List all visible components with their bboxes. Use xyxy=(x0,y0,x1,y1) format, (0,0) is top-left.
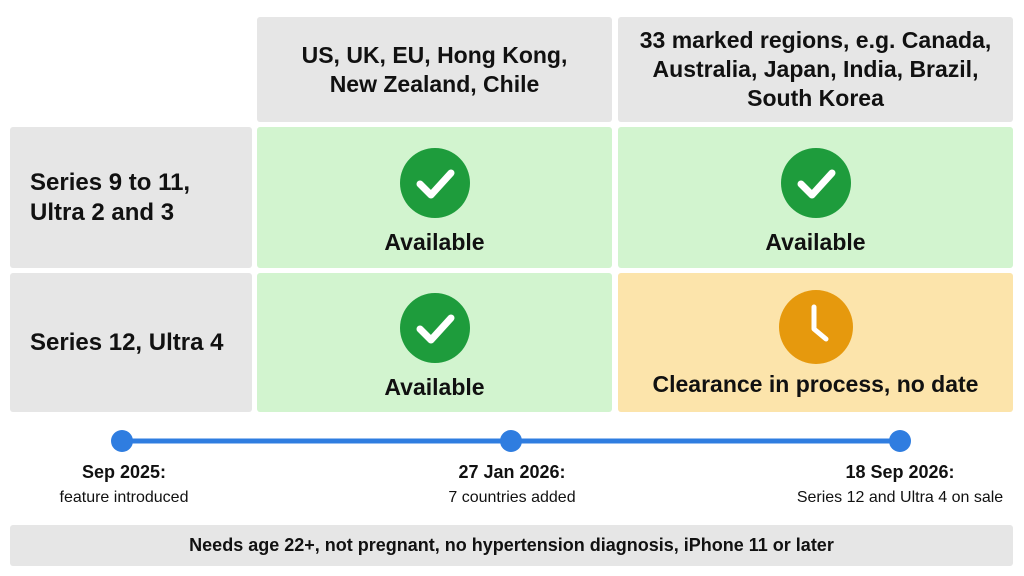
status-text: Available xyxy=(384,374,485,400)
column-header: 33 marked regions, e.g. Canada, Australi… xyxy=(618,17,1013,122)
status-cell: Available xyxy=(618,127,1013,268)
row-label: Series 12, Ultra 4 xyxy=(10,273,252,412)
timeline-item: Sep 2025: feature introduced xyxy=(0,462,274,507)
status-text: Clearance in process, no date xyxy=(652,371,979,397)
footer: Needs age 22+, not pregnant, no hyperten… xyxy=(10,525,1013,566)
timeline-item: 27 Jan 2026: 7 countries added xyxy=(362,462,662,507)
column-header: US, UK, EU, Hong Kong, New Zealand, Chil… xyxy=(257,17,612,122)
status-cell: Clearance in process, no date xyxy=(618,273,1013,412)
status-text: Available xyxy=(765,229,866,255)
timeline-item: 18 Sep 2026: Series 12 and Ultra 4 on sal… xyxy=(750,462,1024,507)
timeline xyxy=(111,430,911,452)
row-label-text: Series 9 to 11, Ultra 2 and 3 xyxy=(30,168,191,226)
column-header-text: 33 marked regions, e.g. Canada, Australi… xyxy=(639,27,992,111)
timeline-dot xyxy=(500,430,522,452)
status-text: Available xyxy=(384,229,485,255)
footer-text: Needs age 22+, not pregnant, no hyperten… xyxy=(189,535,834,555)
timeline-date: Sep 2025: xyxy=(81,462,167,482)
check-icon xyxy=(399,148,470,218)
column-header-text: US, UK, EU, Hong Kong, New Zealand, Chil… xyxy=(301,41,568,97)
timeline-dot xyxy=(889,430,911,452)
timeline-dot xyxy=(111,430,133,452)
clock-icon xyxy=(778,290,853,364)
timeline-date: 27 Jan 2026: xyxy=(458,462,566,482)
check-icon xyxy=(399,293,470,363)
timeline-text: 7 countries added xyxy=(448,489,576,506)
timeline-text: feature introduced xyxy=(59,489,189,506)
status-cell: Available xyxy=(257,273,612,412)
check-icon xyxy=(780,148,851,218)
row-label-text: Series 12, Ultra 4 xyxy=(30,328,224,356)
row-label: Series 9 to 11, Ultra 2 and 3 xyxy=(10,127,252,268)
timeline-text: Series 12 and Ultra 4 on sale xyxy=(796,489,1004,506)
status-cell: Available xyxy=(257,127,612,268)
timeline-date: 18 Sep 2026: xyxy=(845,462,955,482)
